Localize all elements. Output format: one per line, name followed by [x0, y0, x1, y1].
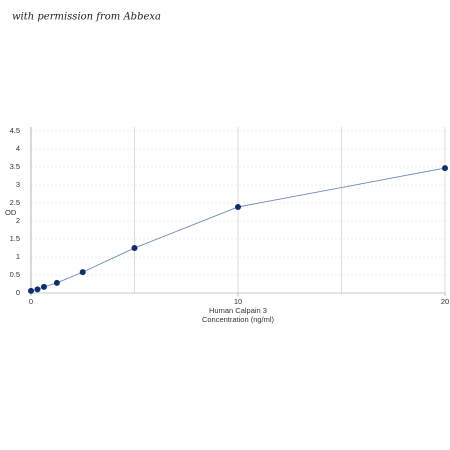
data-point: [34, 286, 41, 293]
y-tick-label: 2: [16, 216, 20, 225]
x-tick-label: 20: [441, 297, 449, 306]
y-tick-label: 0.5: [10, 270, 20, 279]
y-axis-label: OD: [5, 208, 17, 217]
y-tick-label: 3: [16, 180, 20, 189]
data-point: [40, 283, 47, 290]
data-point: [131, 245, 138, 251]
data-point: [28, 287, 34, 294]
y-tick-label: 2.5: [10, 198, 20, 207]
data-point: [53, 279, 60, 286]
y-tick-label: 1: [16, 252, 20, 261]
y-tick-label: 1.5: [10, 234, 20, 243]
y-tick-label: 4.5: [10, 126, 20, 135]
x-axis-label: Human Calpain 3: [209, 306, 267, 315]
data-point: [442, 165, 448, 172]
data-point: [235, 203, 241, 210]
watermark: with permission from Abbexa: [12, 12, 161, 23]
y-tick-label: 4: [16, 144, 20, 153]
data-point: [79, 269, 86, 276]
y-tick-label: 3.5: [10, 162, 20, 171]
y-tick-label: 0: [16, 288, 20, 297]
x-tick-label: 0: [29, 297, 33, 306]
x-axis-label: Concentration (ng/ml): [202, 315, 275, 324]
x-tick-label: 10: [234, 297, 242, 306]
